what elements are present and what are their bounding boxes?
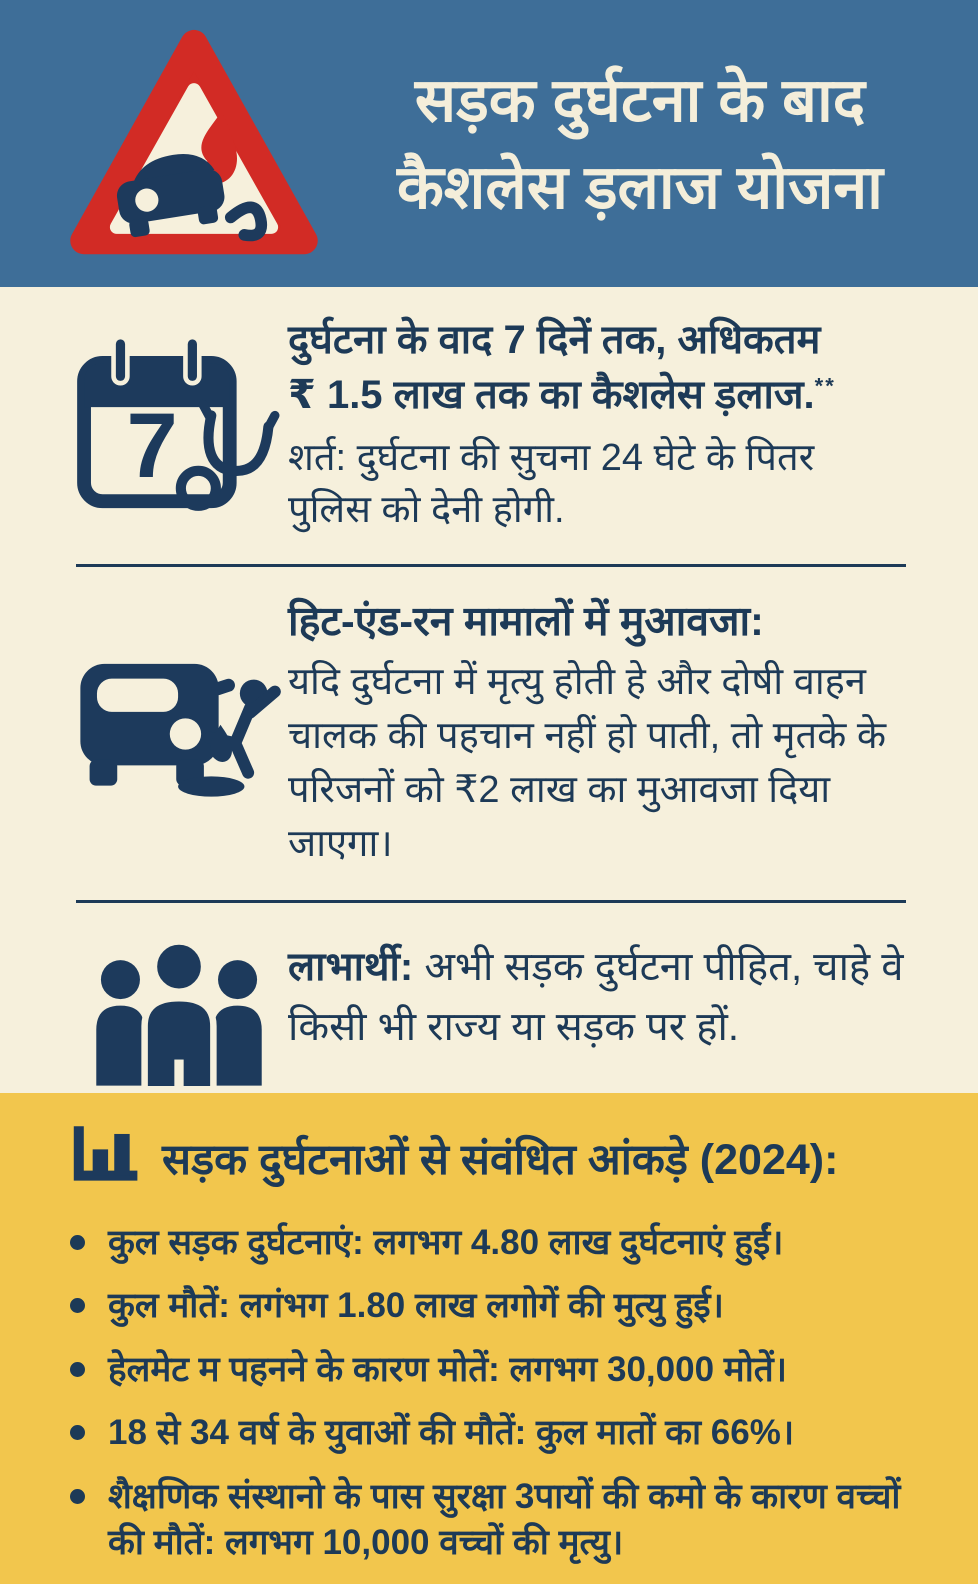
beneficiary-text-col: लाभार्थी: अभी सड़क दुर्घटना पीहित, चाहे … [288,931,942,1057]
statistics-heading: सड़क दुर्घटनाओं से संवंधित आंकड़े (2024)… [162,1135,839,1184]
page-title: सड़क दुर्घटना के बाद कैशलेस ड़लाज योजना [330,57,950,230]
eligibility-text: दुर्घटना के वाद 7 दिनें तक, अधिकतम ₹ 1.5… [288,313,942,536]
svg-text:7: 7 [126,394,177,497]
statistics-heading-row: सड़क दुर्घटनाओं से संवंधित आंकड़े (2024)… [68,1121,944,1200]
stat-item-total-accidents: कुल सड़क दुर्घटनाएं: लगभग 4.80 लाख दुर्घ… [68,1220,944,1267]
eligibility-headline-line1: दुर्घटना के वाद 7 दिनें तक, अधिकतम [288,318,821,362]
fire-accident-warning-triangle-icon [58,28,330,260]
car-hit-pedestrian-icon [70,595,288,811]
divider [76,563,906,567]
beneficiary-block: लाभार्थी: अभी सड़क दुर्घटना पीहित, चाहे … [70,931,942,1093]
statistics-section: सड़क दुर्घटनाओं से संवंधित आंकड़े (2024)… [0,1093,978,1584]
bar-chart-icon [68,1121,142,1200]
eligibility-headline-line2: ₹ 1.5 लाख तक का कैशलेस ड़लाज. [288,373,815,418]
hit-and-run-block: हिट-एंड-रन मामालों में मुआवजा: यदि दुर्घ… [70,595,942,872]
hit-and-run-text: हिट-एंड-रन मामालों में मुआवजा: यदि दुर्घ… [288,595,942,872]
divider [76,900,906,904]
footnote-marker: ** [814,373,836,399]
calendar-7-stethoscope-icon: 7 [70,313,288,533]
page-title-line1: सड़क दुर्घटना के बाद [414,65,866,134]
stat-item-helmet-deaths: हेलमेट म पहनने के कारण मोतें: लगभग 30,00… [68,1347,944,1394]
scheme-details-section: 7 दुर्घटना के वाद 7 दिनें तक, अधिकतम ₹ 1… [0,287,978,1094]
eligibility-headline: दुर्घटना के वाद 7 दिनें तक, अधिकतम ₹ 1.5… [288,313,942,423]
stat-item-youth-deaths: 18 से 34 वर्ष के युवाओं की मौतें: कुल मा… [68,1410,944,1457]
eligibility-condition-line1: शर्त: दुर्घटना की सुचना 24 घेटे के पितर [288,437,815,480]
beneficiary-label: लाभार्थी: [288,945,414,990]
stat-item-child-deaths: शैक्षणिक संस्थानो के पास सुरक्षा 3पायों … [68,1474,944,1567]
header-banner: सड़क दुर्घटना के बाद कैशलेस ड़लाज योजना [0,0,978,287]
people-group-icon [70,931,288,1093]
stat-item-total-deaths: कुल मौतें: लगंभग 1.80 लाख लगोगें की मुत्… [68,1283,944,1330]
beneficiary-description: अभी सड़क दुर्घटना पीहित, चाहे वे किसी भी… [288,945,904,1050]
eligibility-condition: शर्त: दुर्घटना की सुचना 24 घेटे के पितर … [288,433,942,536]
eligibility-condition-line2: पुलिस को देनी होगी. [288,488,565,531]
hit-and-run-body: यदि दुर्घटना में मृत्यु होती हे और दोषी … [288,661,887,866]
eligibility-block: 7 दुर्घटना के वाद 7 दिनें तक, अधिकतम ₹ 1… [70,313,942,536]
beneficiary-text: लाभार्थी: अभी सड़क दुर्घटना पीहित, चाहे … [288,937,942,1057]
statistics-list: कुल सड़क दुर्घटनाएं: लगभग 4.80 लाख दुर्घ… [62,1220,944,1567]
hit-and-run-heading: हिट-एंड-रन मामालों में मुआवजा: [288,597,764,644]
page-title-line2: कैशलेस ड़लाज योजना [397,152,883,221]
